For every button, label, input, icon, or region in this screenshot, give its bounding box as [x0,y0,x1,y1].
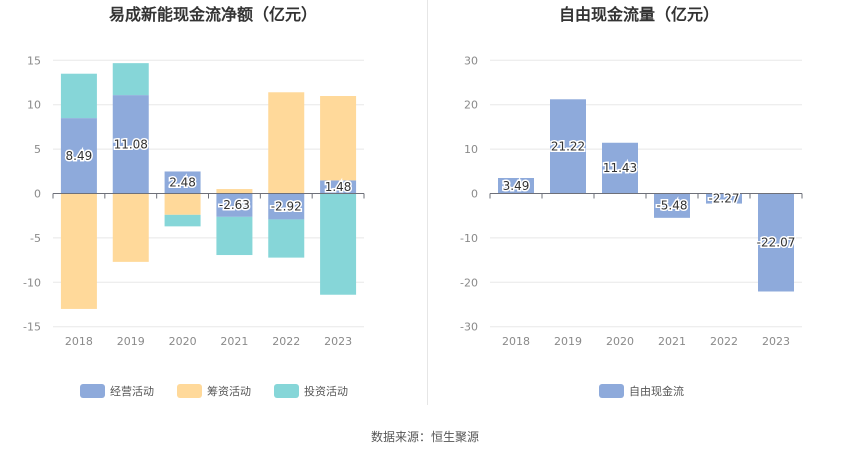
free-cashflow-y-tick: 30 [464,54,478,67]
cashflow-chart: 易成新能现金流净额（亿元） 15 10 5 0 -5 -10 -15 2018 2019 2020 2… [23,5,365,398]
free-cashflow-x-tick: 2019 [554,335,582,348]
free-cashflow-y-tick: 10 [464,143,478,156]
cashflow-bar [60,73,97,119]
cashflow-bar [112,63,149,96]
cashflow-legend-swatch [177,384,202,398]
free-cashflow-x-tick: 2021 [658,335,686,348]
cashflow-bar [320,180,357,194]
cashflow-legend-swatch [274,384,299,398]
cashflow-data-label: -2.63 [219,198,250,212]
free-cashflow-y-tick: 0 [471,188,478,201]
cashflow-data-label: 2.48 [169,175,196,189]
cashflow-bar [112,95,149,194]
free-cashflow-chart: 自由现金流量（亿元） 30 20 10 0 -10 -20 -30 2018 2019 2020 20… [460,5,803,398]
cashflow-y-tick: 10 [27,99,41,112]
free-cashflow-data-label: -2.27 [708,192,739,206]
data-source: 数据来源：恒生聚源 [370,430,479,444]
cashflow-bar [216,189,253,194]
free-cashflow-data-label: -5.48 [656,199,687,213]
cashflow-bar [164,214,201,227]
cashflow-data-label: 11.08 [114,137,148,151]
free-cashflow-bar [550,99,586,194]
free-cashflow-y-tick: -20 [460,276,478,289]
cashflow-x-tick: 2019 [117,335,145,348]
cashflow-y-tick: 15 [27,54,41,67]
cashflow-y-tick: 5 [34,143,41,156]
cashflow-legend-label: 筹资活动 [207,384,251,398]
cashflow-bar [320,193,357,295]
cashflow-x-tick: 2022 [272,335,300,348]
cashflow-legend-label: 经营活动 [110,384,154,398]
free-cashflow-legend-swatch [599,384,624,398]
free-cashflow-y-tick: -10 [460,232,478,245]
free-cashflow-x-tick: 2020 [606,335,634,348]
cashflow-y-tick: -10 [23,276,41,289]
cashflow-y-tick: 0 [34,188,41,201]
cashflow-bar [216,216,253,256]
cashflow-title: 易成新能现金流净额（亿元） [109,5,317,24]
cashflow-bar [268,193,305,220]
free-cashflow-bar [602,142,638,194]
cashflow-bar [320,95,357,181]
cashflow-x-tick: 2020 [169,335,197,348]
free-cashflow-x-tick: 2022 [710,335,738,348]
cashflow-data-label: 8.49 [66,149,93,163]
free-cashflow-data-label: 3.49 [503,179,530,193]
cashflow-bar [60,118,97,194]
free-cashflow-x-tick: 2018 [502,335,530,348]
cashflow-y-tick: -15 [23,321,41,334]
cashflow-data-label: -2.92 [271,199,302,213]
free-cashflow-bar [654,193,690,218]
cashflow-x-tick: 2023 [324,335,352,348]
free-cashflow-data-label: -22.07 [757,235,796,249]
free-cashflow-bar [758,193,794,292]
cashflow-legend-label: 投资活动 [304,384,348,398]
free-cashflow-data-label: 11.43 [603,161,637,175]
cashflow-legend-swatch [80,384,105,398]
cashflow-bar [60,193,97,309]
cashflow-data-label: 1.48 [325,180,352,194]
cashflow-x-tick: 2021 [220,335,248,348]
free-cashflow-y-tick: 20 [464,99,478,112]
cashflow-y-tick: -5 [30,232,41,245]
free-cashflow-y-tick: -30 [460,321,478,334]
cashflow-bar [268,92,305,194]
free-cashflow-bar [706,193,742,204]
free-cashflow-legend-label: 自由现金流 [629,384,684,398]
cashflow-bar [164,171,201,194]
panel-divider [427,0,428,405]
free-cashflow-title: 自由现金流量（亿元） [559,5,719,24]
cashflow-x-tick: 2018 [65,335,93,348]
free-cashflow-bar [498,178,534,194]
free-cashflow-data-label: 21.22 [551,139,585,153]
cashflow-bar [268,219,305,258]
cashflow-bar [216,193,253,217]
cashflow-bar [164,193,201,215]
cashflow-bar [112,193,149,262]
free-cashflow-x-tick: 2023 [762,335,790,348]
